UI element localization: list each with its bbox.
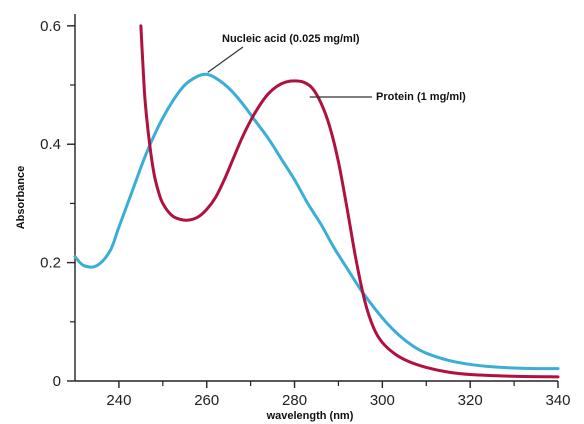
nucleic-acid-line — [73, 72, 560, 371]
x-axis-title: wavelength (nm) — [266, 410, 354, 422]
annotation-layer: Nucleic acid (0.025 mg/ml) Protein (1 mg/… — [207, 33, 466, 103]
x-tick-label: 260 — [194, 392, 219, 409]
x-tick-label: 280 — [282, 392, 307, 409]
axes — [74, 14, 558, 382]
x-tick-label: 240 — [106, 392, 131, 409]
protein-annotation: Protein (1 mg/ml) — [376, 91, 466, 103]
x-tick-label: 340 — [545, 392, 570, 409]
y-tick-label: 0 — [53, 373, 61, 390]
y-tick-label: 0.4 — [40, 136, 61, 153]
x-ticks: 240 260 280 300 320 340 — [106, 381, 571, 409]
y-axis-title: Absorbance — [15, 166, 27, 230]
y-tick-label: 0.6 — [40, 18, 61, 35]
nucleic-acid-leader-line — [207, 46, 244, 73]
nucleic-acid-annotation: Nucleic acid (0.025 mg/ml) — [222, 33, 360, 45]
y-ticks: 0 0.2 0.4 0.6 — [40, 18, 75, 390]
series-layer — [73, 24, 560, 379]
protein-line — [139, 24, 560, 379]
x-tick-label: 320 — [458, 392, 483, 409]
x-tick-label: 300 — [370, 392, 395, 409]
y-tick-label: 0.2 — [40, 255, 61, 272]
